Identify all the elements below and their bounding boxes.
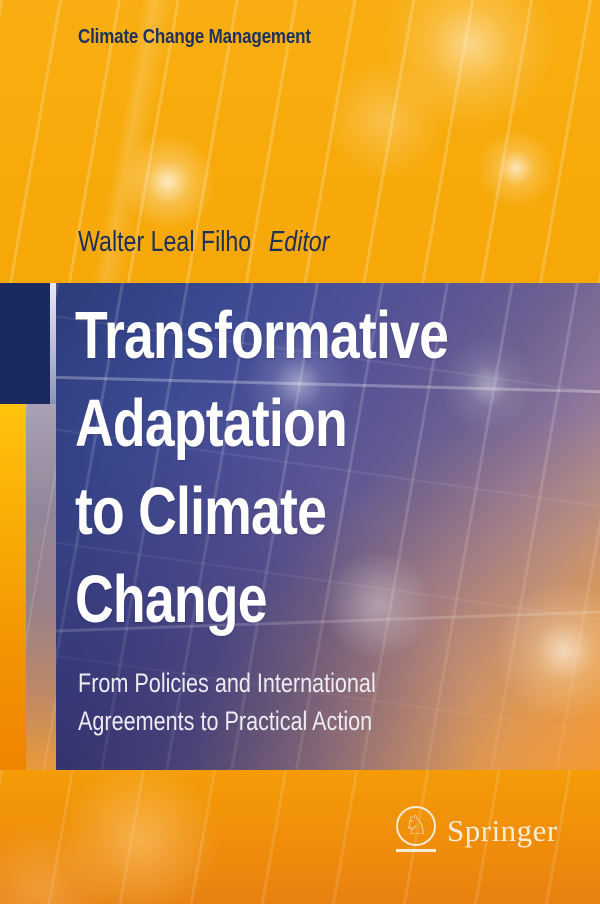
left-photo-stripe bbox=[26, 404, 56, 770]
series-title: Climate Change Management bbox=[78, 26, 352, 49]
series-title-text: Climate Change Management bbox=[78, 26, 311, 48]
book-title: Transformative Adaptation to Climate Cha… bbox=[75, 292, 449, 644]
subtitle-line: Agreements to Practical Action bbox=[78, 706, 373, 736]
publisher-logo: ♘ Springer bbox=[396, 806, 558, 852]
author-name: Walter Leal Filho bbox=[78, 226, 252, 258]
subtitle: From Policies and International Agreemen… bbox=[78, 664, 376, 740]
subtitle-line: From Policies and International bbox=[78, 668, 376, 698]
editor-label: Editor bbox=[268, 226, 330, 258]
author-row: Walter Leal Filho Editor bbox=[78, 226, 392, 259]
title-line: Transformative bbox=[75, 298, 449, 373]
title-panel bbox=[56, 283, 600, 770]
publisher-name: Springer bbox=[447, 813, 558, 848]
title-line: Change bbox=[75, 562, 268, 637]
springer-horse-icon: ♘ bbox=[396, 806, 436, 852]
title-line: Adaptation bbox=[75, 386, 348, 461]
top-background bbox=[0, 0, 600, 283]
left-orange-stripe bbox=[0, 404, 26, 770]
panel-gap-sliver bbox=[50, 283, 56, 404]
spine-tab bbox=[0, 283, 50, 404]
title-line: to Climate bbox=[75, 474, 327, 549]
bottom-background bbox=[0, 770, 600, 904]
